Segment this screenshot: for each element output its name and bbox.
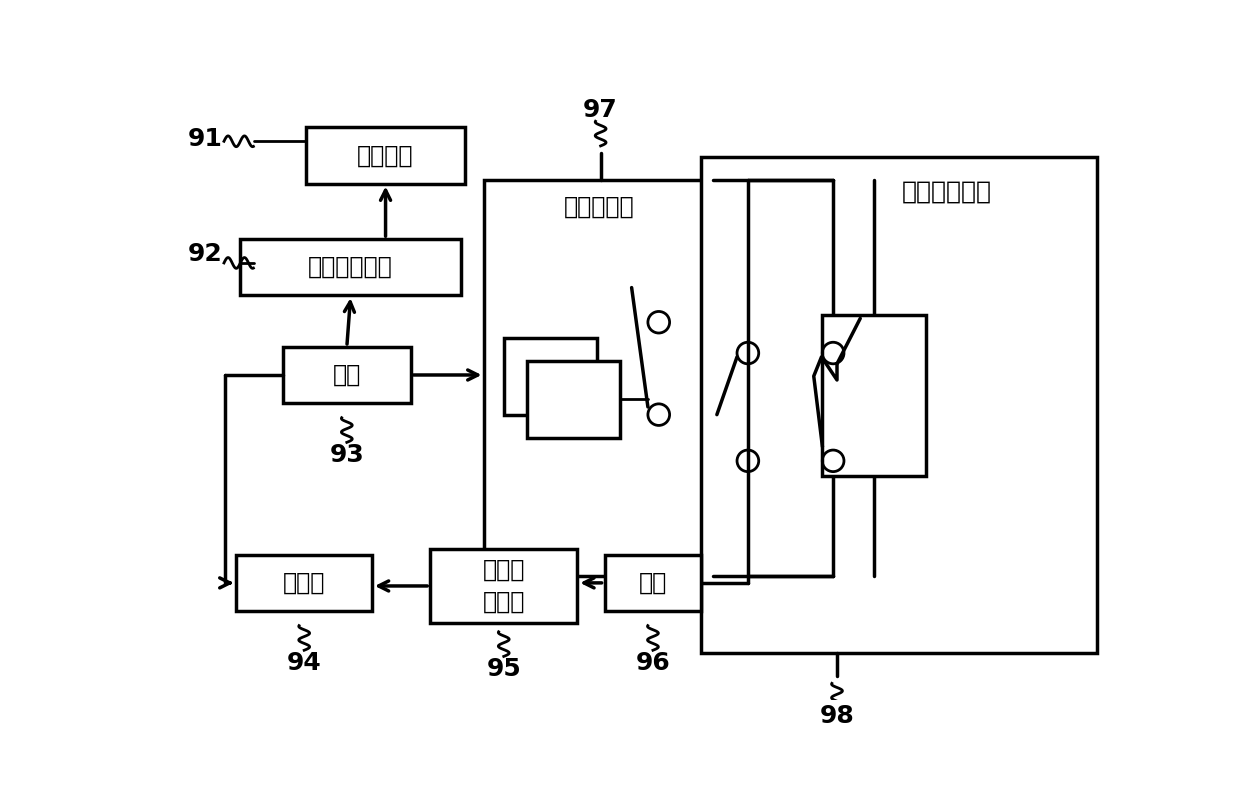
Bar xyxy=(306,127,465,184)
Bar xyxy=(702,156,1096,653)
Bar xyxy=(503,338,596,415)
Text: 放大器: 放大器 xyxy=(283,571,325,595)
Text: 光耦: 光耦 xyxy=(639,571,667,595)
Text: 矿用防爆开关: 矿用防爆开关 xyxy=(901,179,992,204)
Bar xyxy=(241,239,461,296)
Text: 整流滤
波电路: 整流滤 波电路 xyxy=(482,558,525,614)
Text: 97: 97 xyxy=(583,98,618,123)
Text: 电磁继电器: 电磁继电器 xyxy=(563,195,634,219)
Bar xyxy=(527,361,620,438)
Text: 98: 98 xyxy=(820,704,854,729)
Bar xyxy=(237,555,372,611)
Bar xyxy=(430,549,578,623)
Text: 微机: 微机 xyxy=(332,363,361,387)
Text: 95: 95 xyxy=(486,657,521,681)
Text: 无线通讯电路: 无线通讯电路 xyxy=(309,255,393,279)
Bar xyxy=(605,555,702,611)
Text: 94: 94 xyxy=(286,651,321,674)
Text: 监控终端: 监控终端 xyxy=(357,144,414,167)
Text: 92: 92 xyxy=(187,242,222,266)
Bar xyxy=(821,314,926,476)
Bar xyxy=(485,180,713,576)
Text: 96: 96 xyxy=(636,651,671,674)
Text: 91: 91 xyxy=(187,127,222,151)
Bar xyxy=(283,347,410,403)
Text: 93: 93 xyxy=(330,443,365,467)
